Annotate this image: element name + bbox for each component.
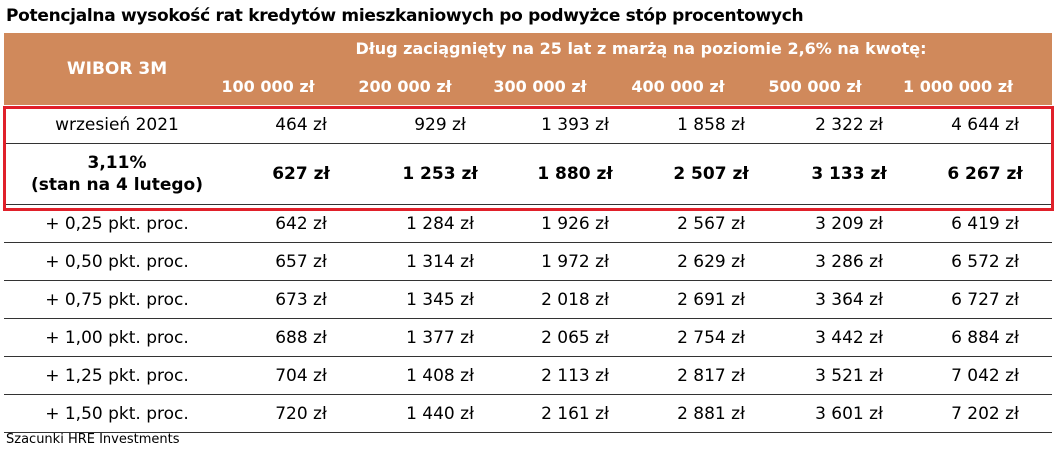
column-header: 500 000 zł xyxy=(768,77,862,96)
table-cell: 3 601 zł xyxy=(780,394,918,433)
table-row: wrzesień 2021 464 zł 929 zł 1 393 zł 1 858 z… xyxy=(4,106,1052,144)
data-table: wrzesień 2021 464 zł 929 zł 1 393 zł 1 858 z… xyxy=(4,106,1052,433)
table-cell: 1 926 zł xyxy=(508,204,642,243)
row-label-text: + 0,25 pkt. proc. xyxy=(45,213,189,234)
table-cell: 4 644 zł xyxy=(918,106,1052,144)
table-cell: 2 567 zł xyxy=(642,204,780,243)
column-header: 1 000 000 zł xyxy=(903,77,1013,96)
table-row: + 0,75 pkt. proc. 673 zł 1 345 zł 2 018 zł 2… xyxy=(4,280,1052,319)
table-cell: 1 314 zł xyxy=(372,242,508,281)
table-cell: 2 161 zł xyxy=(508,394,642,433)
table-cell: 2 817 zł xyxy=(642,356,780,395)
source-note: Szacunki HRE Investments xyxy=(6,432,180,447)
table-cell: 2 018 zł xyxy=(508,280,642,319)
row-label-text: + 0,50 pkt. proc. xyxy=(45,251,189,272)
table-cell: 704 zł xyxy=(230,356,372,395)
table-cell: 2 754 zł xyxy=(642,318,780,357)
table-cell: 6 419 zł xyxy=(918,204,1052,243)
table-row: + 0,50 pkt. proc. 657 zł 1 314 zł 1 972 zł 2… xyxy=(4,242,1052,281)
table-cell: 7 202 zł xyxy=(918,394,1052,433)
table-cell: 1 393 zł xyxy=(508,106,642,144)
table-row: 3,11% (stan na 4 lutego) 627 zł 1 253 zł 1 8… xyxy=(4,143,1052,205)
table-cell: 3 209 zł xyxy=(780,204,918,243)
row-label: wrzesień 2021 xyxy=(4,106,230,144)
table-cell: 2 065 zł xyxy=(508,318,642,357)
table-cell: 657 zł xyxy=(230,242,372,281)
row-label: + 1,50 pkt. proc. xyxy=(4,394,230,433)
table-cell: 1 408 zł xyxy=(372,356,508,395)
row-label: + 0,50 pkt. proc. xyxy=(4,242,230,281)
table-cell: 2 691 zł xyxy=(642,280,780,319)
row-label: 3,11% (stan na 4 lutego) xyxy=(4,143,230,205)
column-header: 200 000 zł xyxy=(358,77,452,96)
table-cell: 673 zł xyxy=(230,280,372,319)
table-cell: 1 858 zł xyxy=(642,106,780,144)
row-label: + 0,25 pkt. proc. xyxy=(4,204,230,243)
table-cell: 2 322 zł xyxy=(780,106,918,144)
table-cell: 3 133 zł xyxy=(780,143,918,205)
table-cell: 2 881 zł xyxy=(642,394,780,433)
table-cell: 1 284 zł xyxy=(372,204,508,243)
table-cell: 7 042 zł xyxy=(918,356,1052,395)
table-cell: 929 zł xyxy=(372,106,508,144)
table-cell: 1 345 zł xyxy=(372,280,508,319)
table-cell: 1 440 zł xyxy=(372,394,508,433)
column-header: 400 000 zł xyxy=(631,77,725,96)
table-cell: 1 253 zł xyxy=(372,143,508,205)
row-label-subtext: (stan na 4 lutego) xyxy=(31,175,203,195)
row-label: + 0,75 pkt. proc. xyxy=(4,280,230,319)
row-label-text: 3,11% xyxy=(87,153,147,173)
table-cell: 6 572 zł xyxy=(918,242,1052,281)
table-cell: 2 113 zł xyxy=(508,356,642,395)
row-label: + 1,25 pkt. proc. xyxy=(4,356,230,395)
row-header-label: WIBOR 3M xyxy=(66,59,168,79)
table-cell: 627 zł xyxy=(230,143,372,205)
row-label: + 1,00 pkt. proc. xyxy=(4,318,230,357)
table-cell: 6 884 zł xyxy=(918,318,1052,357)
row-label-text: + 0,75 pkt. proc. xyxy=(45,289,189,310)
table-cell: 1 880 zł xyxy=(508,143,642,205)
row-label-text: wrzesień 2021 xyxy=(55,114,179,135)
column-header: 100 000 zł xyxy=(221,77,315,96)
table-cell: 6 727 zł xyxy=(918,280,1052,319)
table-cell: 3 521 zł xyxy=(780,356,918,395)
table-cell: 720 zł xyxy=(230,394,372,433)
table-cell: 1 972 zł xyxy=(508,242,642,281)
table-cell: 2 629 zł xyxy=(642,242,780,281)
table-title: Potencjalna wysokość rat kredytów mieszk… xyxy=(6,6,804,26)
table-row: + 0,25 pkt. proc. 642 zł 1 284 zł 1 926 zł 2… xyxy=(4,204,1052,243)
row-label-text: + 1,50 pkt. proc. xyxy=(45,403,189,424)
row-label-text: + 1,00 pkt. proc. xyxy=(45,327,189,348)
table-cell: 3 286 zł xyxy=(780,242,918,281)
table-row: + 1,00 pkt. proc. 688 zł 1 377 zł 2 065 zł 2… xyxy=(4,318,1052,357)
table-cell: 642 zł xyxy=(230,204,372,243)
table-cell: 688 zł xyxy=(230,318,372,357)
table-cell: 464 zł xyxy=(230,106,372,144)
table-row: + 1,50 pkt. proc. 720 zł 1 440 zł 2 161 zł 2… xyxy=(4,394,1052,433)
table-cell: 3 364 zł xyxy=(780,280,918,319)
table-cell: 1 377 zł xyxy=(372,318,508,357)
table-header: WIBOR 3M Dług zaciągnięty na 25 lat z ma… xyxy=(4,33,1052,105)
row-label-text: + 1,25 pkt. proc. xyxy=(45,365,189,386)
column-header: 300 000 zł xyxy=(493,77,587,96)
table-cell: 2 507 zł xyxy=(642,143,780,205)
column-group-header: Dług zaciągnięty na 25 lat z marżą na po… xyxy=(355,39,927,58)
table-cell: 6 267 zł xyxy=(918,143,1052,205)
table-row: + 1,25 pkt. proc. 704 zł 1 408 zł 2 113 zł 2… xyxy=(4,356,1052,395)
table-cell: 3 442 zł xyxy=(780,318,918,357)
